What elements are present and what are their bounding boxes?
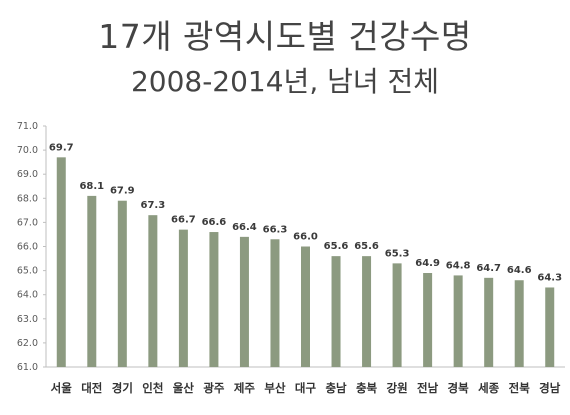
- data-label: 64.9: [415, 258, 440, 269]
- x-tick-label: 전북: [509, 381, 531, 395]
- bar: [239, 236, 249, 367]
- x-tick-label: 경남: [539, 381, 561, 395]
- chart-subtitle: 2008-2014년, 남녀 전체: [130, 65, 440, 98]
- x-tick-label: 충남: [325, 381, 347, 395]
- data-label: 64.8: [446, 260, 471, 271]
- data-label: 64.7: [476, 263, 501, 274]
- bar: [148, 215, 158, 367]
- y-tick-label: 69.0: [17, 169, 38, 180]
- x-tick-label: 서울: [51, 381, 73, 395]
- y-tick-label: 65.0: [17, 266, 38, 277]
- data-label: 66.4: [232, 222, 257, 233]
- x-tick-label: 인천: [142, 381, 163, 395]
- x-tick-label: 대구: [295, 381, 317, 395]
- bar: [270, 239, 280, 367]
- bar: [117, 200, 127, 367]
- x-tick-label: 세종: [478, 381, 500, 395]
- data-label: 64.3: [537, 272, 562, 283]
- x-tick-label: 경기: [112, 381, 133, 395]
- bar: [392, 263, 402, 367]
- y-tick-label: 64.0: [17, 290, 38, 301]
- data-label: 66.7: [171, 215, 196, 226]
- data-label: 68.1: [79, 181, 104, 192]
- chart-title: 17개 광역시도별 건강수명: [98, 17, 472, 56]
- x-tick-label: 강원: [387, 381, 408, 395]
- x-tick-label: 부산: [264, 381, 286, 395]
- x-tick-label: 충북: [356, 381, 378, 395]
- data-label: 66.6: [202, 217, 227, 228]
- bar: [545, 287, 555, 367]
- y-tick-label: 63.0: [17, 314, 38, 325]
- bar: [362, 256, 372, 367]
- data-label: 67.3: [141, 200, 166, 211]
- bar: [301, 246, 310, 367]
- y-tick-label: 61.0: [17, 362, 38, 373]
- y-tick-label: 68.0: [17, 193, 38, 204]
- data-label: 66.3: [263, 224, 288, 235]
- x-tick-label: 울산: [173, 381, 195, 395]
- data-label: 65.6: [324, 241, 349, 252]
- data-label: 65.6: [354, 241, 379, 252]
- bar: [423, 273, 433, 367]
- bar: [514, 280, 524, 367]
- bar: [331, 256, 341, 367]
- bar: [178, 229, 188, 367]
- x-tick-label: 광주: [203, 381, 225, 395]
- x-tick-label: 제주: [234, 381, 256, 395]
- x-tick-label: 경북: [448, 381, 470, 395]
- data-label: 67.9: [110, 186, 135, 197]
- y-tick-label: 70.0: [17, 145, 38, 156]
- data-label: 65.3: [385, 248, 410, 259]
- y-tick-label: 66.0: [17, 242, 38, 253]
- bar: [87, 195, 97, 367]
- bar: [56, 157, 66, 367]
- y-tick-label: 67.0: [17, 217, 38, 228]
- x-tick-label: 전남: [417, 381, 439, 395]
- data-label: 64.6: [507, 265, 532, 276]
- bar: [209, 232, 219, 367]
- y-tick-label: 71.0: [17, 121, 38, 132]
- data-label: 69.7: [49, 142, 74, 153]
- bar: [453, 275, 463, 367]
- bar: [484, 277, 494, 367]
- y-tick-label: 62.0: [17, 338, 38, 349]
- data-label: 66.0: [293, 232, 318, 243]
- x-tick-label: 대전: [81, 381, 102, 395]
